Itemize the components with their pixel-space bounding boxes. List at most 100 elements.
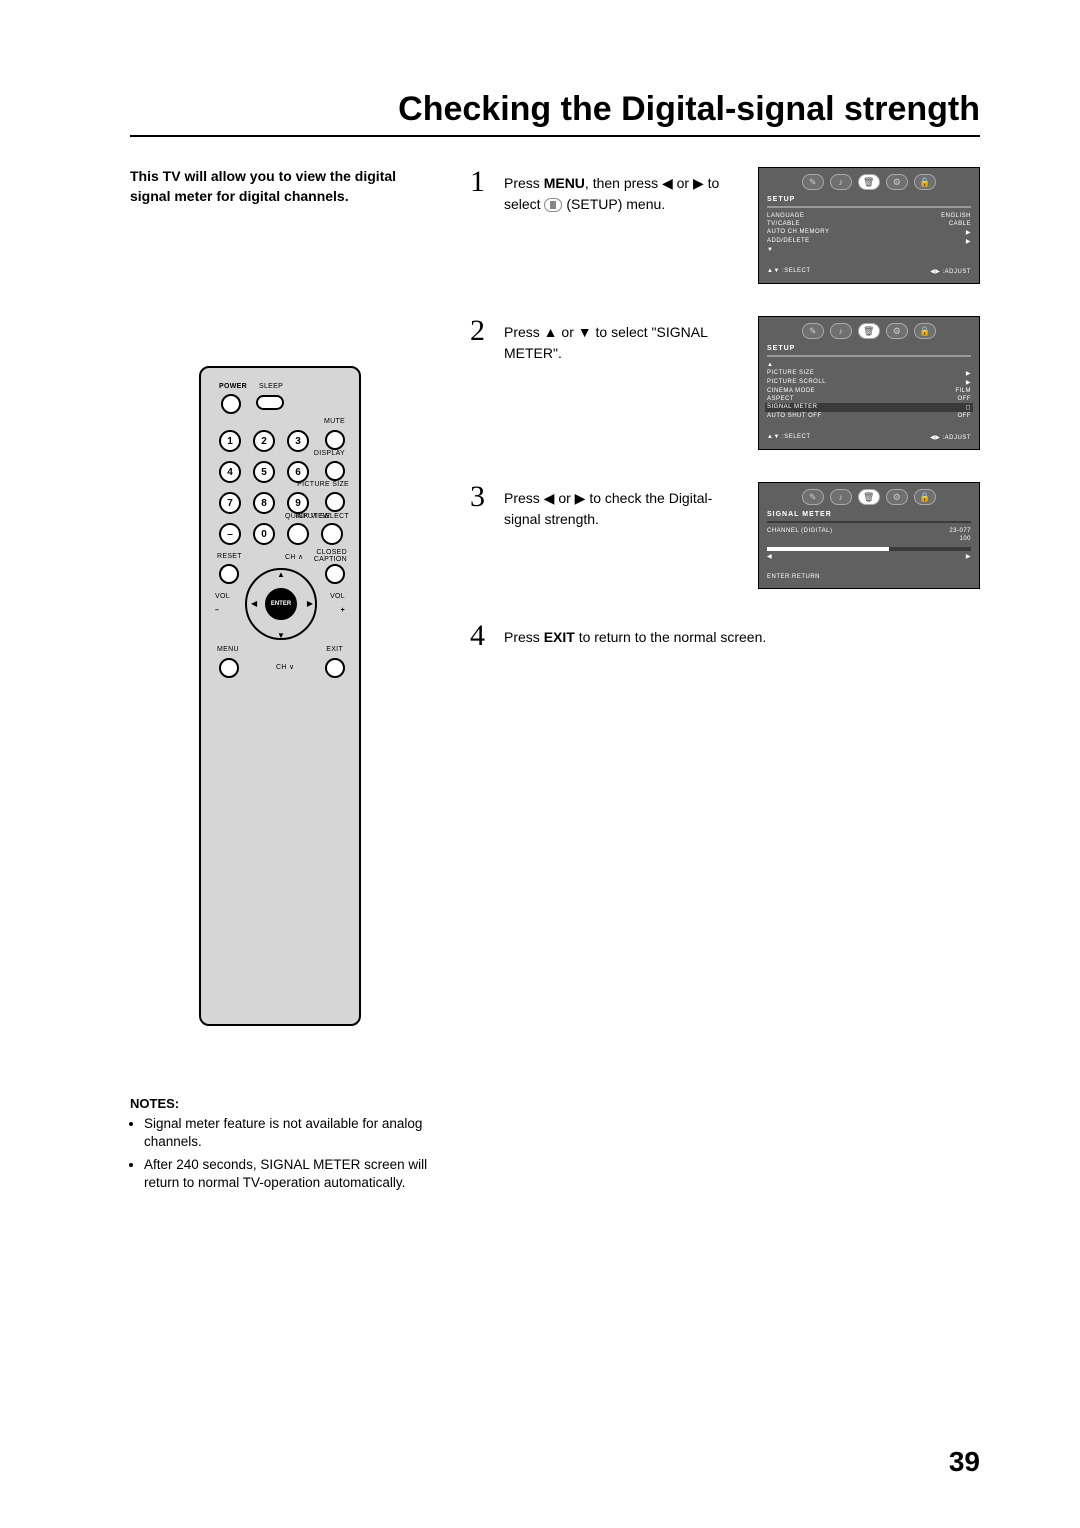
mute-button[interactable] <box>325 430 345 450</box>
num-row-4: – 0 <box>219 523 343 545</box>
osd-signal-meter: ✎ ♪ 🗑 ⚙ 🔒 SIGNAL METER CHANNEL (DIGITAL)… <box>758 482 980 589</box>
osd-audio-icon: ♪ <box>830 174 852 190</box>
left-column: This TV will allow you to view the digit… <box>130 167 430 1196</box>
osd-setup-icon: 🗑 <box>858 174 880 190</box>
reset-button[interactable] <box>219 564 239 584</box>
osd-setup-icon: 🗑 <box>858 489 880 505</box>
vol-right-label: VOL <box>330 593 345 600</box>
num-0[interactable]: 0 <box>253 523 275 545</box>
signal-meter-fill <box>767 547 889 551</box>
sleep-label: SLEEP <box>259 383 283 390</box>
notes-list: Signal meter feature is not available fo… <box>130 1115 430 1192</box>
exit-button[interactable] <box>325 658 345 678</box>
input-select-label: INPUT SELECT <box>295 513 349 520</box>
power-label: POWER <box>219 383 247 390</box>
num-8[interactable]: 8 <box>253 492 275 514</box>
arrow-down-icon[interactable]: ▼ <box>277 631 285 640</box>
step-1-text: Press MENU, then press ◀ or ▶ to select … <box>504 167 748 215</box>
ch-down-label: CH ∨ <box>276 663 294 671</box>
osd-feature-icon: ⚙ <box>886 174 908 190</box>
osd-picture-icon: ✎ <box>802 174 824 190</box>
closed-caption-label: CLOSEDCAPTION <box>314 549 347 563</box>
dpad: ENTER ▲ ▼ ◀ ▶ <box>243 566 323 646</box>
osd-setup-icon: 🗑 <box>858 323 880 339</box>
num-6[interactable]: 6 <box>287 461 309 483</box>
step-1-number: 1 <box>470 167 492 197</box>
osd-tab-icons: ✎ ♪ 🗑 ⚙ 🔒 <box>767 489 971 505</box>
step-3-row: 3 Press ◀ or ▶ to check the Digital-sign… <box>470 482 980 609</box>
menu-button[interactable] <box>219 658 239 678</box>
osd-tab-icons: ✎ ♪ 🗑 ⚙ 🔒 <box>767 323 971 339</box>
meter-arrows: ◀▶ <box>767 553 971 560</box>
step-4-text: Press EXIT to return to the normal scree… <box>504 621 980 648</box>
display-label: DISPLAY <box>314 450 345 457</box>
num-2[interactable]: 2 <box>253 430 275 452</box>
osd-tab-icons: ✎ ♪ 🗑 ⚙ 🔒 <box>767 174 971 190</box>
power-button[interactable] <box>221 394 241 414</box>
arrow-up-icon[interactable]: ▲ <box>277 570 285 579</box>
ch-up-label: CH ∧ <box>285 553 303 561</box>
picture-size-button[interactable] <box>325 492 345 512</box>
vol-minus-label: – <box>215 607 219 614</box>
right-arrow-icon: ▶ <box>966 553 971 560</box>
picture-size-label: PICTURE SIZE <box>297 481 349 488</box>
exit-label: EXIT <box>326 646 343 653</box>
reset-label: RESET <box>217 553 242 560</box>
osd-underline <box>767 206 971 208</box>
right-column: 1 Press MENU, then press ◀ or ▶ to selec… <box>470 167 980 1196</box>
step-4-row: 4 Press EXIT to return to the normal scr… <box>470 621 980 651</box>
remote-wrap: POWER SLEEP MUTE 1 2 3 DISPLAY 4 5 <box>130 366 430 1026</box>
step-3-text: Press ◀ or ▶ to check the Digital-signal… <box>504 482 748 530</box>
closed-caption-button[interactable] <box>325 564 345 584</box>
input-select-button[interactable] <box>321 523 343 545</box>
signal-meter-bar <box>767 547 971 551</box>
osd-audio-icon: ♪ <box>830 323 852 339</box>
vol-plus-label: + <box>341 607 345 614</box>
step-1-row: 1 Press MENU, then press ◀ or ▶ to selec… <box>470 167 980 304</box>
osd-picture-icon: ✎ <box>802 489 824 505</box>
osd-feature-icon: ⚙ <box>886 489 908 505</box>
num-row-3: 7 8 9 <box>219 492 309 514</box>
osd-feature-icon: ⚙ <box>886 323 908 339</box>
num-5[interactable]: 5 <box>253 461 275 483</box>
page-number: 39 <box>949 1446 980 1478</box>
note-item: Signal meter feature is not available fo… <box>144 1115 430 1151</box>
manual-page: Checking the Digital-signal strength Thi… <box>0 0 1080 1528</box>
arrow-right-icon[interactable]: ▶ <box>307 599 313 608</box>
num-9[interactable]: 9 <box>287 492 309 514</box>
enter-button[interactable]: ENTER <box>265 588 297 620</box>
note-item: After 240 seconds, SIGNAL METER screen w… <box>144 1156 430 1192</box>
columns: This TV will allow you to view the digit… <box>130 167 980 1196</box>
osd-underline <box>767 521 971 523</box>
osd-lock-icon: 🔒 <box>914 174 936 190</box>
osd-title: SETUP <box>767 196 971 203</box>
menu-label: MENU <box>217 646 239 653</box>
step-3-number: 3 <box>470 482 492 512</box>
num-7[interactable]: 7 <box>219 492 241 514</box>
osd-picture-icon: ✎ <box>802 323 824 339</box>
num-3[interactable]: 3 <box>287 430 309 452</box>
intro-text: This TV will allow you to view the digit… <box>130 167 430 206</box>
setup-menu-icon <box>544 198 562 212</box>
osd-title: SETUP <box>767 345 971 352</box>
osd-lock-icon: 🔒 <box>914 489 936 505</box>
osd-underline <box>767 355 971 357</box>
page-title: Checking the Digital-signal strength <box>398 90 980 128</box>
step-2-number: 2 <box>470 316 492 346</box>
step-2-text: Press ▲ or ▼ to select "SIGNAL METER". <box>504 316 748 364</box>
osd-audio-icon: ♪ <box>830 489 852 505</box>
left-arrow-icon: ◀ <box>767 553 772 560</box>
sleep-button[interactable] <box>256 395 284 410</box>
num-4[interactable]: 4 <box>219 461 241 483</box>
arrow-left-icon[interactable]: ◀ <box>251 599 257 608</box>
osd-lock-icon: 🔒 <box>914 323 936 339</box>
dash-button[interactable]: – <box>219 523 241 545</box>
num-1[interactable]: 1 <box>219 430 241 452</box>
step-2-row: 2 Press ▲ or ▼ to select "SIGNAL METER".… <box>470 316 980 470</box>
osd-title: SIGNAL METER <box>767 511 971 518</box>
step-4-number: 4 <box>470 621 492 651</box>
quickview-button[interactable] <box>287 523 309 545</box>
display-button[interactable] <box>325 461 345 481</box>
num-row-2: 4 5 6 <box>219 461 309 483</box>
vol-left-label: VOL <box>215 593 230 600</box>
